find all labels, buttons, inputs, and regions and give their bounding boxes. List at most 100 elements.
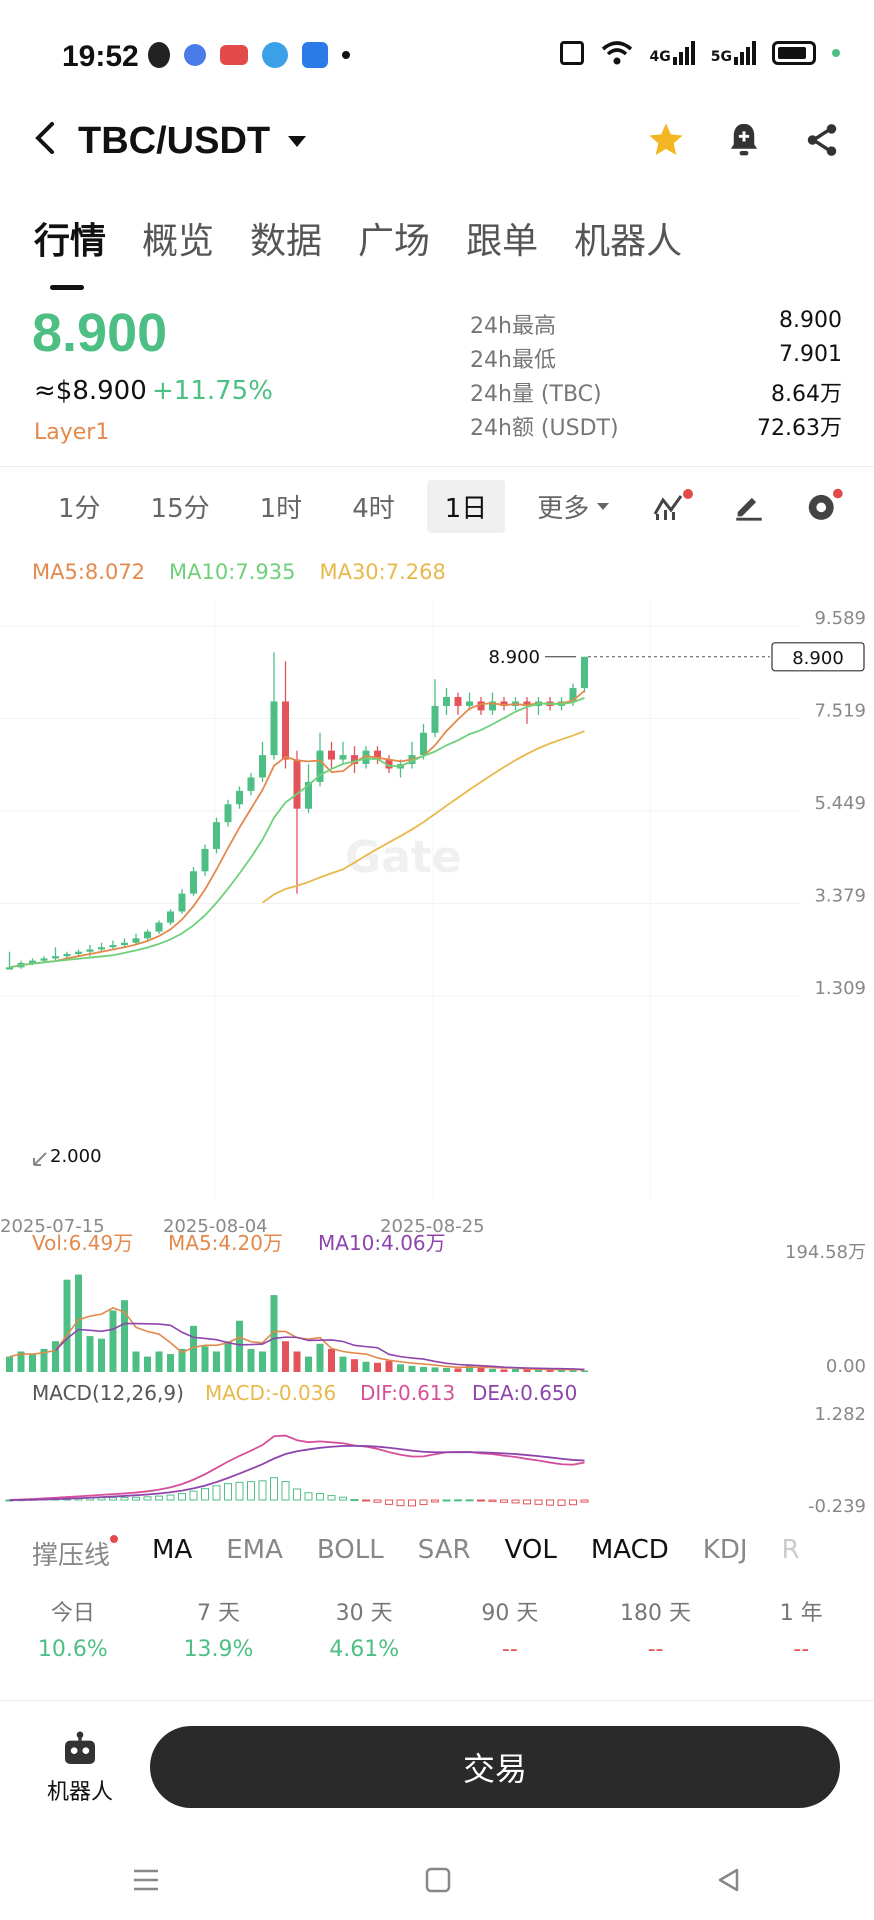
candle-body <box>305 781 312 809</box>
indicator-chart-icon[interactable] <box>652 488 694 522</box>
candle-body <box>40 958 48 961</box>
macd-histogram-bar <box>339 1496 347 1501</box>
candle-body <box>121 942 128 946</box>
back-button[interactable] <box>30 118 60 169</box>
indicator-ema[interactable]: EMA <box>226 1535 283 1565</box>
tab-square[interactable]: 广场 <box>358 221 431 262</box>
candle-body <box>569 688 577 702</box>
period-1h[interactable]: 1时 <box>259 494 303 524</box>
indicator-r[interactable]: R <box>781 1535 800 1565</box>
volume-bar <box>178 1348 186 1372</box>
candle-body <box>259 755 266 778</box>
robot-button[interactable]: 机器人 <box>40 1730 120 1806</box>
candle-body <box>351 755 358 765</box>
last-price: 8.900 <box>32 303 168 363</box>
indicator-macd[interactable]: MACD <box>590 1535 669 1565</box>
perf-label: 30 天 <box>335 1601 393 1626</box>
period-4h[interactable]: 4时 <box>352 494 395 524</box>
menu-icon[interactable] <box>131 1867 161 1893</box>
macd-histogram-bar <box>465 1499 474 1502</box>
volume-bar <box>535 1369 542 1372</box>
perf-value: -- <box>501 1637 518 1662</box>
candle-body <box>328 750 335 760</box>
home-square-icon[interactable] <box>424 1866 452 1894</box>
macd-legend-label: MACD(12,26,9) <box>32 1381 184 1405</box>
candle-body <box>316 750 324 782</box>
vol-legend: Vol:6.49万 <box>32 1231 133 1255</box>
macd-histogram-bar <box>373 1499 382 1503</box>
divider <box>0 1700 874 1701</box>
volume-bar <box>581 1370 588 1372</box>
signal-4g-icon: 4G <box>650 41 695 65</box>
stat-label: 24h最低 <box>470 348 556 373</box>
date-axis-label: 2025-08-25 <box>380 1216 485 1237</box>
draw-pencil-icon[interactable] <box>732 488 766 522</box>
tab-overview[interactable]: 概览 <box>142 221 215 262</box>
date-axis-label: 2025-08-04 <box>163 1216 268 1237</box>
system-nav-bar <box>0 1840 874 1920</box>
macd-histogram-bar <box>488 1499 497 1502</box>
penguin-icon <box>148 42 170 68</box>
period-more[interactable]: 更多 <box>519 480 627 533</box>
period-1d[interactable]: 1日 <box>426 480 506 533</box>
macd-axis-min: -0.239 <box>808 1496 866 1517</box>
status-time: 19:52 <box>62 40 139 73</box>
tab-copy-trading[interactable]: 跟单 <box>466 221 539 262</box>
favorite-button[interactable] <box>644 118 688 162</box>
stat-value: 8.900 <box>779 308 842 333</box>
trade-button[interactable]: 交易 <box>150 1726 840 1808</box>
indicator-vol[interactable]: VOL <box>504 1535 557 1565</box>
price-chart[interactable]: 9.5897.5195.4493.3791.309Gate8.9008.9002… <box>0 600 874 1520</box>
volume-bar <box>408 1365 416 1372</box>
period-1m[interactable]: 1分 <box>58 494 101 524</box>
volume-bar <box>167 1354 174 1372</box>
volume-bar <box>328 1348 335 1372</box>
back-triangle-icon[interactable] <box>715 1866 743 1894</box>
app-icon <box>302 42 328 68</box>
indicator-kdj[interactable]: KDJ <box>702 1535 748 1565</box>
settings-gear-icon[interactable] <box>804 488 844 524</box>
network-4g-label: 4G <box>649 49 671 65</box>
more-dot-icon <box>342 51 350 59</box>
battery-icon <box>772 41 816 65</box>
perf-value: 10.6% <box>37 1637 108 1662</box>
macd-histogram-bar <box>327 1495 336 1501</box>
macd-histogram-bar <box>454 1499 462 1502</box>
expand-icon[interactable] <box>33 1152 47 1166</box>
ma30-line <box>261 730 585 904</box>
volume-bar <box>420 1366 427 1372</box>
volume-bar <box>293 1351 301 1372</box>
macd-histogram-bar <box>247 1481 255 1501</box>
pair-selector[interactable]: TBC/USDT <box>78 120 307 163</box>
volume-bar <box>397 1364 404 1372</box>
perf-label: 今日 <box>50 1601 95 1626</box>
chevron-down-icon <box>288 136 307 147</box>
volume-bar <box>362 1361 370 1372</box>
volume-bar <box>17 1351 25 1372</box>
wifi-icon <box>601 41 632 65</box>
category-tag[interactable]: Layer1 <box>34 420 110 445</box>
volume-bar <box>466 1364 473 1372</box>
tab-bots[interactable]: 机器人 <box>574 221 683 262</box>
indicator-boll[interactable]: BOLL <box>316 1535 384 1565</box>
candle-body <box>500 701 508 706</box>
alert-button[interactable] <box>722 118 766 162</box>
usd-price: ≈$8.900 <box>34 376 147 406</box>
indicator-sar[interactable]: SAR <box>417 1535 471 1565</box>
candle-body <box>420 732 427 756</box>
volume-bar <box>569 1369 577 1372</box>
tab-market[interactable]: 行情 <box>34 212 106 290</box>
period-15m[interactable]: 15分 <box>150 494 210 524</box>
volume-bar <box>270 1295 278 1372</box>
candle-body <box>86 949 94 952</box>
date-axis-label: 2025-07-15 <box>0 1216 105 1237</box>
volume-bar <box>454 1368 462 1372</box>
macd-histogram-bar <box>408 1499 416 1507</box>
header-actions <box>644 118 844 162</box>
share-button[interactable] <box>800 118 844 162</box>
tab-data[interactable]: 数据 <box>250 221 323 262</box>
indicator-support-resistance[interactable]: 撑压线 <box>32 1535 119 1572</box>
stat-value: 72.63万 <box>757 416 842 441</box>
new-badge-dot <box>110 1535 119 1543</box>
indicator-ma[interactable]: MA <box>152 1535 193 1565</box>
